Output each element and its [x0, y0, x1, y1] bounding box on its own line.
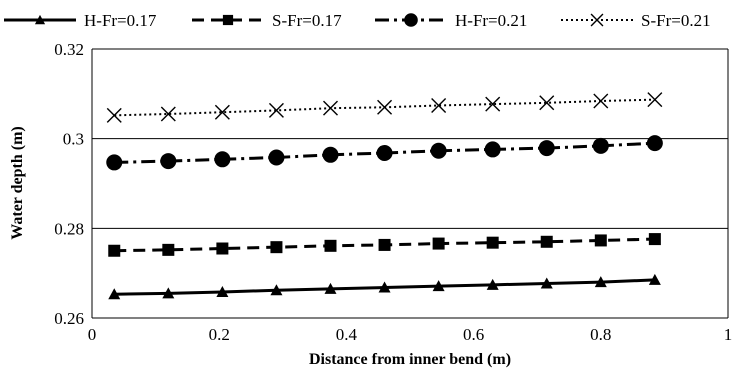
plot-area — [92, 49, 728, 318]
data-point-H-Fr=0.21-5 — [376, 145, 393, 162]
legend-item-S-Fr=0.21: S-Fr=0.21 — [561, 11, 711, 30]
x-tick-label-1: 1 — [724, 325, 733, 344]
legend-label-S-Fr=0.21: S-Fr=0.21 — [641, 11, 711, 30]
series-S-Fr=0.21 — [106, 92, 663, 123]
y-tick-label-0.28: 0.28 — [54, 219, 84, 238]
y-tick-label-0.3: 0.3 — [63, 130, 84, 149]
data-point-H-Fr=0.17-9 — [594, 276, 607, 288]
x-tick-label-0.2: 0.2 — [209, 325, 230, 344]
data-point-H-Fr=0.17-7 — [486, 278, 499, 290]
data-point-S-Fr=0.17-10 — [648, 233, 661, 246]
data-point-S-Fr=0.17-5 — [378, 238, 391, 251]
data-point-H-Fr=0.17-0 — [108, 288, 121, 300]
data-point-S-Fr=0.17-8 — [540, 235, 553, 248]
data-point-H-Fr=0.21-8 — [538, 140, 555, 157]
legend-marker-S-Fr=0.17 — [222, 14, 234, 26]
y-axis-title: Water depth (m) — [9, 126, 26, 239]
data-point-H-Fr=0.17-5 — [378, 281, 391, 293]
data-point-H-Fr=0.21-0 — [106, 154, 123, 171]
data-point-S-Fr=0.17-2 — [216, 242, 229, 255]
data-point-H-Fr=0.21-3 — [268, 149, 285, 166]
legend-label-S-Fr=0.17: S-Fr=0.17 — [272, 11, 342, 30]
data-point-H-Fr=0.21-9 — [592, 137, 609, 154]
data-point-S-Fr=0.21-9 — [593, 93, 609, 109]
data-point-S-Fr=0.21-4 — [323, 100, 338, 116]
data-point-S-Fr=0.17-1 — [162, 243, 175, 256]
data-point-H-Fr=0.17-1 — [162, 287, 175, 299]
x-tick-label-0.6: 0.6 — [463, 325, 484, 344]
data-point-S-Fr=0.21-10 — [647, 92, 663, 108]
data-point-H-Fr=0.21-2 — [214, 151, 231, 168]
data-point-S-Fr=0.21-8 — [539, 95, 555, 111]
data-point-S-Fr=0.21-0 — [106, 107, 122, 123]
data-point-H-Fr=0.21-1 — [160, 153, 177, 170]
legend-item-H-Fr=0.17: H-Fr=0.17 — [4, 11, 157, 30]
data-point-H-Fr=0.17-3 — [270, 284, 283, 296]
legend-marker-H-Fr=0.17 — [34, 14, 46, 25]
series-H-Fr=0.21 — [106, 135, 663, 171]
data-point-H-Fr=0.21-6 — [430, 142, 447, 159]
data-point-H-Fr=0.21-10 — [646, 135, 663, 152]
x-axis-title: Distance from inner bend (m) — [309, 351, 511, 368]
legend-label-H-Fr=0.21: H-Fr=0.21 — [455, 11, 527, 30]
data-point-S-Fr=0.17-0 — [108, 244, 121, 257]
data-point-H-Fr=0.17-4 — [324, 282, 337, 294]
y-tick-label-0.32: 0.32 — [54, 40, 84, 59]
data-point-H-Fr=0.17-8 — [540, 277, 553, 289]
x-tick-label-0: 0 — [88, 325, 97, 344]
data-point-S-Fr=0.21-2 — [214, 104, 230, 120]
legend-item-H-Fr=0.21: H-Fr=0.21 — [375, 11, 527, 30]
data-point-S-Fr=0.17-7 — [486, 236, 499, 249]
data-point-S-Fr=0.21-5 — [377, 99, 393, 115]
data-point-H-Fr=0.21-4 — [322, 146, 339, 163]
data-point-S-Fr=0.21-3 — [268, 102, 284, 118]
legend-marker-S-Fr=0.21 — [590, 13, 604, 27]
x-tick-label-0.8: 0.8 — [590, 325, 611, 344]
data-point-H-Fr=0.17-6 — [432, 280, 445, 292]
data-point-H-Fr=0.17-10 — [648, 273, 661, 285]
data-point-H-Fr=0.21-7 — [484, 141, 501, 158]
axes: 0.26 0.28 0.3 0.32 0 0.2 0.4 0.6 0.8 1 — [54, 40, 732, 344]
legend-item-S-Fr=0.17: S-Fr=0.17 — [192, 11, 342, 30]
series-S-Fr=0.17 — [108, 233, 661, 257]
data-point-S-Fr=0.21-1 — [160, 106, 176, 122]
data-point-S-Fr=0.17-6 — [432, 237, 445, 250]
data-point-S-Fr=0.17-3 — [270, 241, 283, 254]
data-point-S-Fr=0.21-6 — [431, 97, 447, 113]
data-point-H-Fr=0.17-2 — [216, 285, 229, 297]
data-point-S-Fr=0.17-9 — [594, 234, 607, 247]
legend: H-Fr=0.17 S-Fr=0.17 H-Fr=0.21 S-Fr=0.21 — [4, 11, 711, 30]
data-point-S-Fr=0.17-4 — [324, 239, 337, 252]
series-group — [106, 92, 663, 300]
data-point-S-Fr=0.21-7 — [485, 96, 501, 112]
legend-marker-H-Fr=0.21 — [404, 13, 418, 27]
gridlines — [92, 138, 728, 229]
x-tick-label-0.4: 0.4 — [336, 325, 358, 344]
series-H-Fr=0.17 — [108, 273, 661, 300]
y-tick-label-0.26: 0.26 — [54, 309, 84, 328]
legend-label-H-Fr=0.17: H-Fr=0.17 — [84, 11, 157, 30]
